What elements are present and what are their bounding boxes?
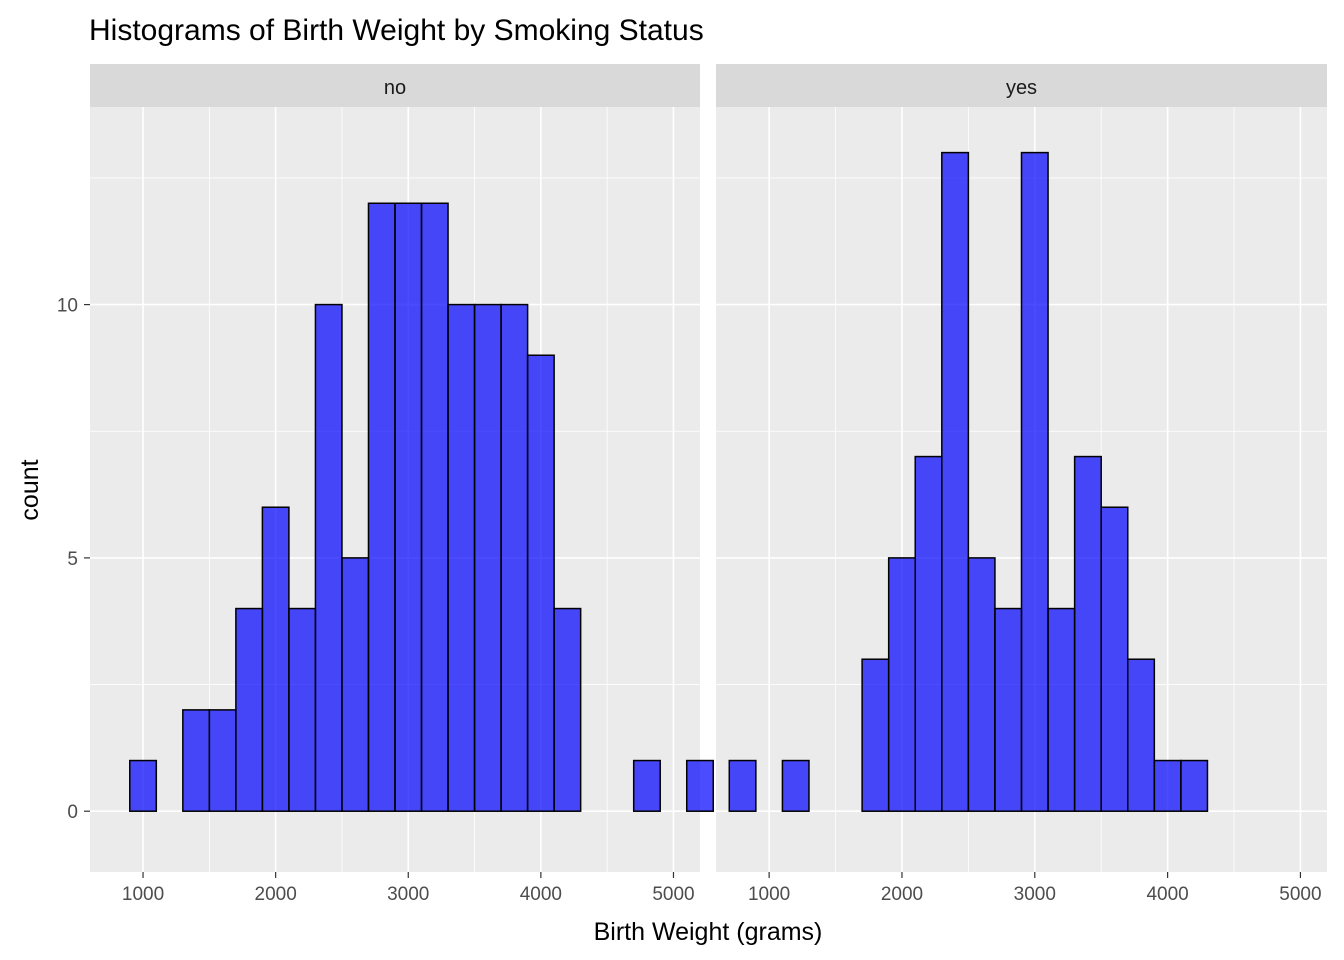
x-tick-label: 5000	[1279, 884, 1321, 905]
histogram-bar	[994, 607, 1023, 812]
histogram-bar	[288, 607, 317, 812]
histogram-bar	[914, 455, 943, 812]
histogram-bar	[887, 557, 916, 812]
x-tick-label: 3000	[387, 884, 429, 905]
histogram-bar	[447, 303, 476, 812]
histogram-bar	[1153, 759, 1182, 812]
x-tick-label: 1000	[748, 884, 790, 905]
chart-title: Histograms of Birth Weight by Smoking St…	[89, 14, 704, 47]
histogram-bar	[1020, 151, 1049, 812]
x-tick-label: 5000	[652, 884, 694, 905]
histogram-bar	[182, 709, 211, 812]
facet-strip	[716, 64, 1327, 107]
y-axis: 0 5 10	[57, 296, 90, 823]
y-tick-label: 0	[67, 802, 78, 823]
histogram-bars	[728, 151, 1209, 812]
histogram-bar	[1100, 506, 1129, 812]
histogram-bar	[685, 759, 715, 812]
histogram-bar	[367, 202, 396, 812]
histogram-bar	[473, 303, 502, 812]
x-tick-label: 2000	[881, 884, 923, 905]
x-tick-label: 4000	[1146, 884, 1188, 905]
histogram-bar	[632, 759, 661, 812]
y-axis-title: count	[16, 459, 44, 520]
facet-strip-label: no	[384, 77, 406, 99]
histogram-bar	[420, 202, 449, 812]
facet-panels: no 1000 2000 3000 4000 5000 yes 1000 2000 3000 400…	[90, 64, 1327, 905]
x-axis-title: Birth Weight (grams)	[594, 918, 823, 946]
histogram-bar	[1047, 607, 1076, 812]
facet-strip	[90, 64, 700, 107]
histogram-bar	[129, 759, 158, 812]
y-tick-label: 10	[57, 296, 78, 317]
facet-panel-yes: yes 1000 2000 3000 4000 5000	[716, 64, 1327, 905]
x-tick-label: 1000	[122, 884, 164, 905]
histogram-bar	[314, 303, 343, 812]
histogram-bars	[129, 202, 715, 812]
histogram-bar	[394, 202, 423, 812]
histogram-bar	[728, 759, 757, 812]
histogram-bar	[967, 557, 996, 812]
x-axis: 1000 2000 3000 4000 5000	[122, 872, 695, 905]
x-tick-label: 4000	[520, 884, 562, 905]
histogram-bar	[553, 607, 582, 812]
histogram-bar	[941, 151, 970, 812]
histogram-bar	[261, 506, 290, 812]
histogram-bar	[1127, 658, 1156, 812]
x-axis: 1000 2000 3000 4000 5000	[748, 872, 1322, 905]
x-tick-label: 3000	[1014, 884, 1056, 905]
histogram-bar	[500, 303, 529, 812]
histogram-bar	[208, 709, 237, 812]
facet-panel-no: no 1000 2000 3000 4000 5000	[90, 64, 715, 905]
histogram-bar	[235, 607, 264, 812]
histogram-bar	[861, 658, 890, 812]
histogram-bar	[341, 557, 370, 812]
x-tick-label: 2000	[255, 884, 297, 905]
histogram-bar	[781, 759, 810, 812]
histogram-bar	[526, 354, 555, 812]
y-tick-label: 5	[67, 549, 78, 570]
facet-strip-label: yes	[1006, 77, 1037, 99]
histogram-bar	[1180, 759, 1209, 812]
histogram-bar	[1073, 455, 1102, 812]
